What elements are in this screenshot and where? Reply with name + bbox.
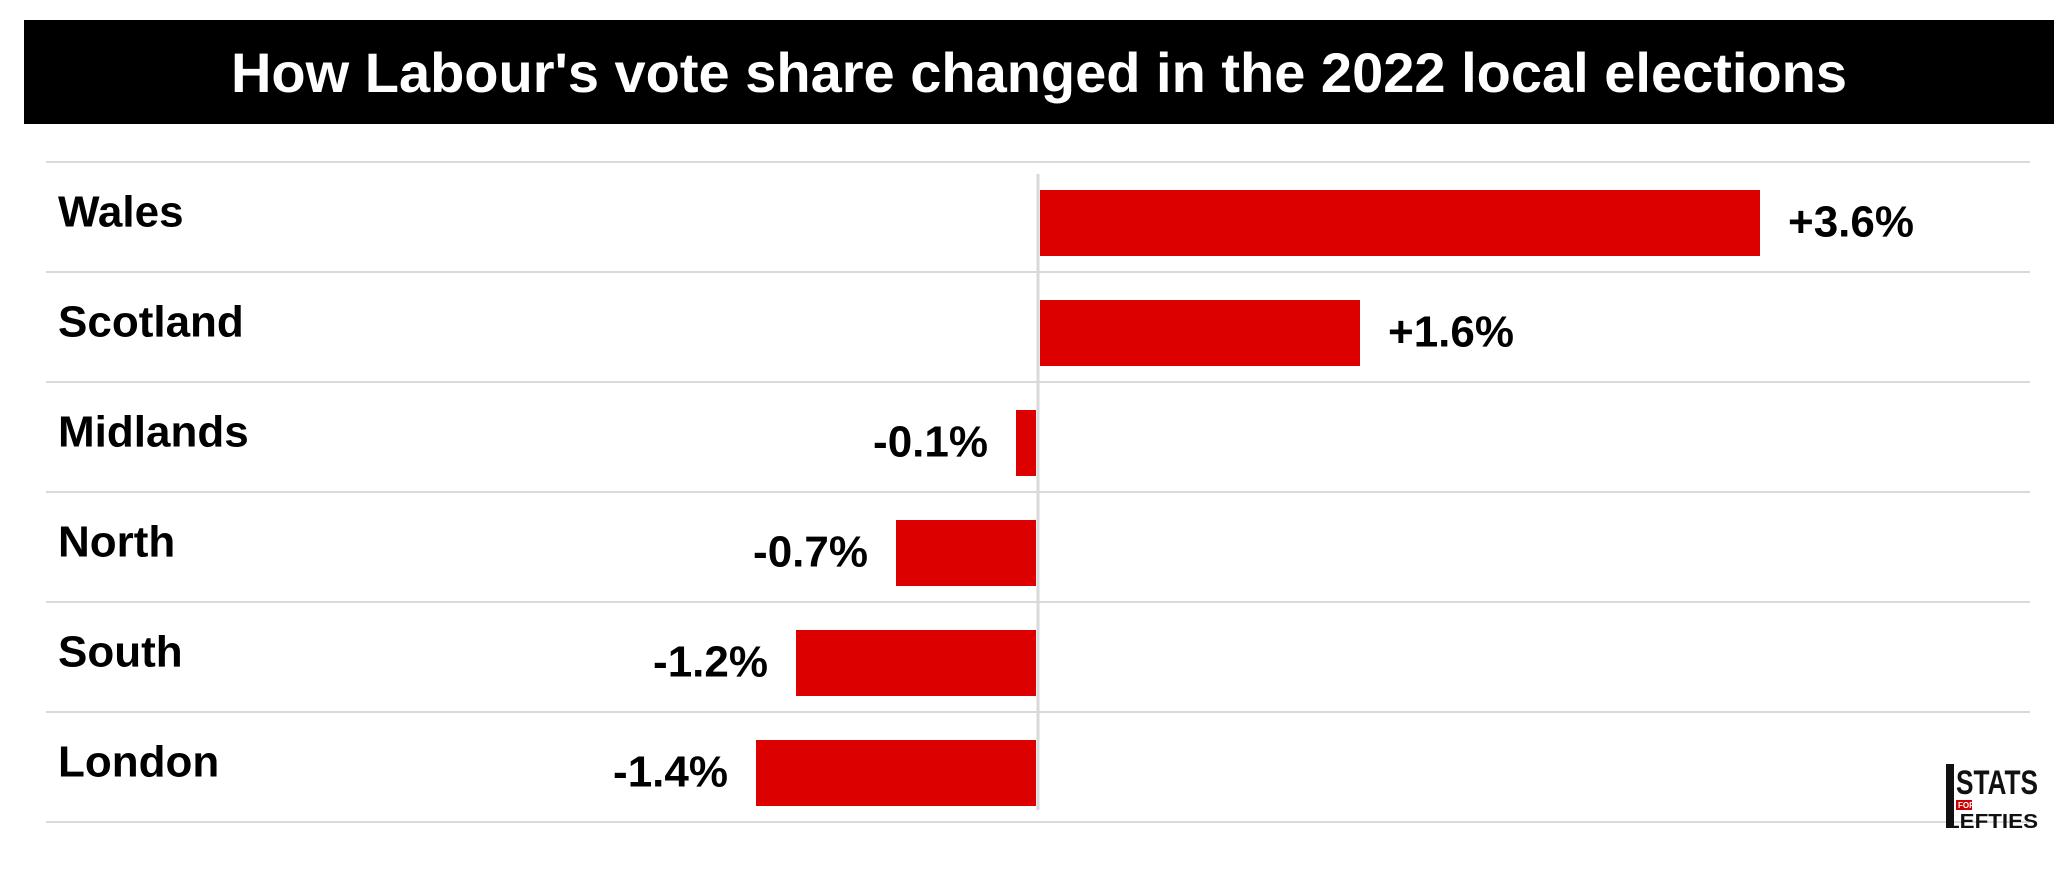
svg-text:LEFTIES: LEFTIES <box>1946 811 2038 832</box>
data-label: +1.6% <box>1388 308 1514 357</box>
bar <box>756 740 1036 806</box>
stats-for-lefties-logo: STATS FOR LEFTIES <box>1946 764 2038 832</box>
category-label: Midlands <box>58 408 249 457</box>
data-label: +3.6% <box>1788 198 1914 247</box>
data-label: -0.7% <box>753 528 868 577</box>
svg-text:FOR: FOR <box>1958 801 1975 810</box>
category-label: London <box>58 738 219 787</box>
category-label: Scotland <box>58 298 244 347</box>
bar <box>1040 300 1360 366</box>
bar <box>1016 410 1036 476</box>
chart-title-bar: How Labour's vote share changed in the 2… <box>24 20 2054 124</box>
chart-title: How Labour's vote share changed in the 2… <box>230 40 1847 104</box>
data-label: -1.4% <box>613 748 728 797</box>
category-label: North <box>58 518 175 567</box>
data-label: -0.1% <box>873 418 988 467</box>
svg-text:STATS: STATS <box>1956 764 2038 802</box>
data-label: -1.2% <box>653 638 768 687</box>
category-label: Wales <box>58 188 184 237</box>
bar <box>1040 190 1760 256</box>
bar <box>896 520 1036 586</box>
bar <box>796 630 1036 696</box>
category-label: South <box>58 628 183 677</box>
